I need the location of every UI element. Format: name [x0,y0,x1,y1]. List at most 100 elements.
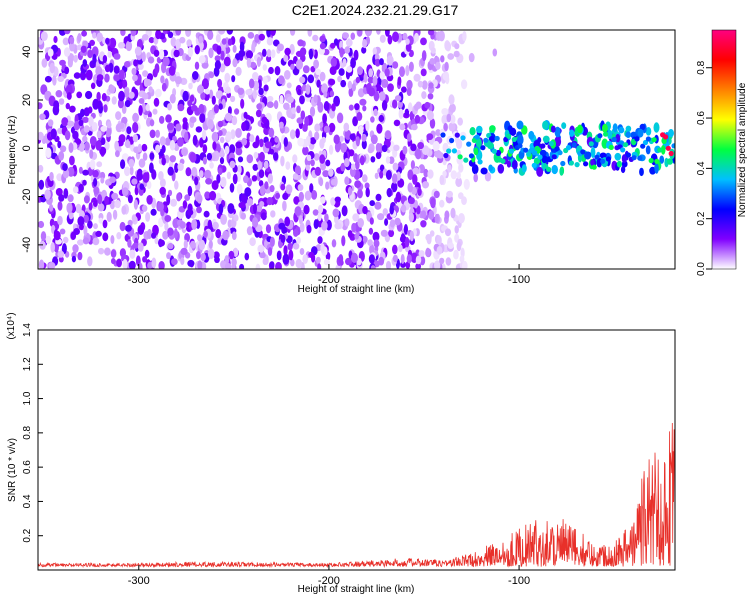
heatmap-cell [83,195,90,204]
heatmap-cell [319,154,326,164]
heatmap-cell [245,50,254,59]
heatmap-cell [511,136,517,142]
heatmap-cell [375,193,382,201]
heatmap-cell [266,30,271,38]
heatmap-cell [192,134,198,146]
heatmap-cell [290,258,295,267]
heatmap-cell [82,135,88,143]
heatmap-cell [427,169,434,179]
heatmap-cell [424,101,431,109]
heatmap-cell [306,224,312,234]
heatmap-cell [415,263,422,269]
heatmap-cell [177,137,184,147]
x-tick-label: -100 [508,575,530,587]
heatmap-cell [267,173,273,184]
heatmap-cell [316,79,321,88]
heatmap-cell [429,118,436,129]
heatmap-cell [273,152,279,161]
heatmap-cell [134,186,139,196]
heatmap-cell [517,134,524,146]
heatmap-cell [203,210,210,218]
heatmap-cell [92,170,99,178]
heatmap-cell [38,220,45,229]
heatmap-cell [259,138,264,148]
heatmap-cell [492,48,498,57]
heatmap-cell [639,123,646,131]
heatmap-cell [362,105,367,112]
heatmap-cell [255,135,260,146]
heatmap-cell [269,185,275,193]
heatmap-cell [640,143,646,149]
heatmap-cell [186,39,192,47]
heatmap-cell [225,131,232,142]
heatmap-cell [38,131,44,141]
heatmap-cell [209,89,214,99]
heatmap-cell [243,111,248,119]
heatmap-cell [340,79,347,88]
heatmap-cell [531,162,537,168]
heatmap-cell [107,50,112,58]
heatmap-cell [427,30,435,36]
heatmap-cell [305,84,311,95]
heatmap-cell [154,237,159,245]
heatmap-cell [438,30,445,42]
heatmap-cell [370,265,376,269]
heatmap-cell [286,96,294,104]
heatmap-cell [146,229,153,240]
heatmap-cell [38,179,45,190]
heatmap-cell [212,141,217,151]
heatmap-cell [227,38,233,46]
heatmap-cell [364,182,370,189]
heatmap-cell [449,103,456,113]
heatmap-cell [321,221,328,231]
heatmap-cell [434,260,441,269]
heatmap-cell [246,154,254,164]
heatmap-cell [355,136,360,147]
heatmap-cell [654,163,659,174]
heatmap-cell [213,104,219,114]
heatmap-cell [343,157,350,168]
heatmap-cell [207,119,214,130]
snr-panel: -300 -200 -100 0.2 0.4 0.6 0.8 1.0 1.2 1.4 (x10⁴… [6,312,676,595]
heatmap-cell [347,80,353,90]
heatmap-cell [350,57,356,69]
heatmap-cell [506,160,511,168]
heatmap-cell [302,146,309,156]
heatmap-cell [110,249,117,258]
heatmap-cell [362,206,368,215]
heatmap-cell [536,166,544,177]
heatmap-cell [196,251,201,260]
heatmap-cell [209,162,214,169]
heatmap-cell [368,87,376,97]
heatmap-cell [258,180,264,187]
heatmap-cell [265,224,272,234]
heatmap-cell [111,192,119,200]
heatmap-cell [334,222,342,230]
heatmap-cell [299,76,306,84]
heatmap-cell [268,127,275,138]
heatmap-cell [187,203,193,213]
heatmap-cell [81,30,87,37]
heatmap-cell [267,95,274,102]
heatmap-cell [129,166,134,176]
heatmap-cell [351,83,356,92]
heatmap-cell [187,185,193,197]
heatmap-cell [546,166,552,172]
heatmap-cell [314,166,322,176]
page-title: C2E1.2024.232.21.29.G17 [292,2,459,18]
colorbar-tick-label: 0.4 [696,161,707,175]
heatmap-cell [533,157,541,165]
heatmap-cell [138,105,143,116]
heatmap-cell [189,240,196,249]
heatmap-cell [642,139,649,146]
heatmap-cell [134,46,142,56]
heatmap-cell [282,253,290,265]
heatmap-cell [118,81,123,89]
heatmap-cell [344,129,352,140]
heatmap-cell [623,142,629,148]
heatmap-cell [223,56,231,67]
heatmap-cell [131,67,137,76]
heatmap-cell [375,142,381,153]
heatmap-cell [417,80,423,88]
heatmap-cell [323,258,330,266]
